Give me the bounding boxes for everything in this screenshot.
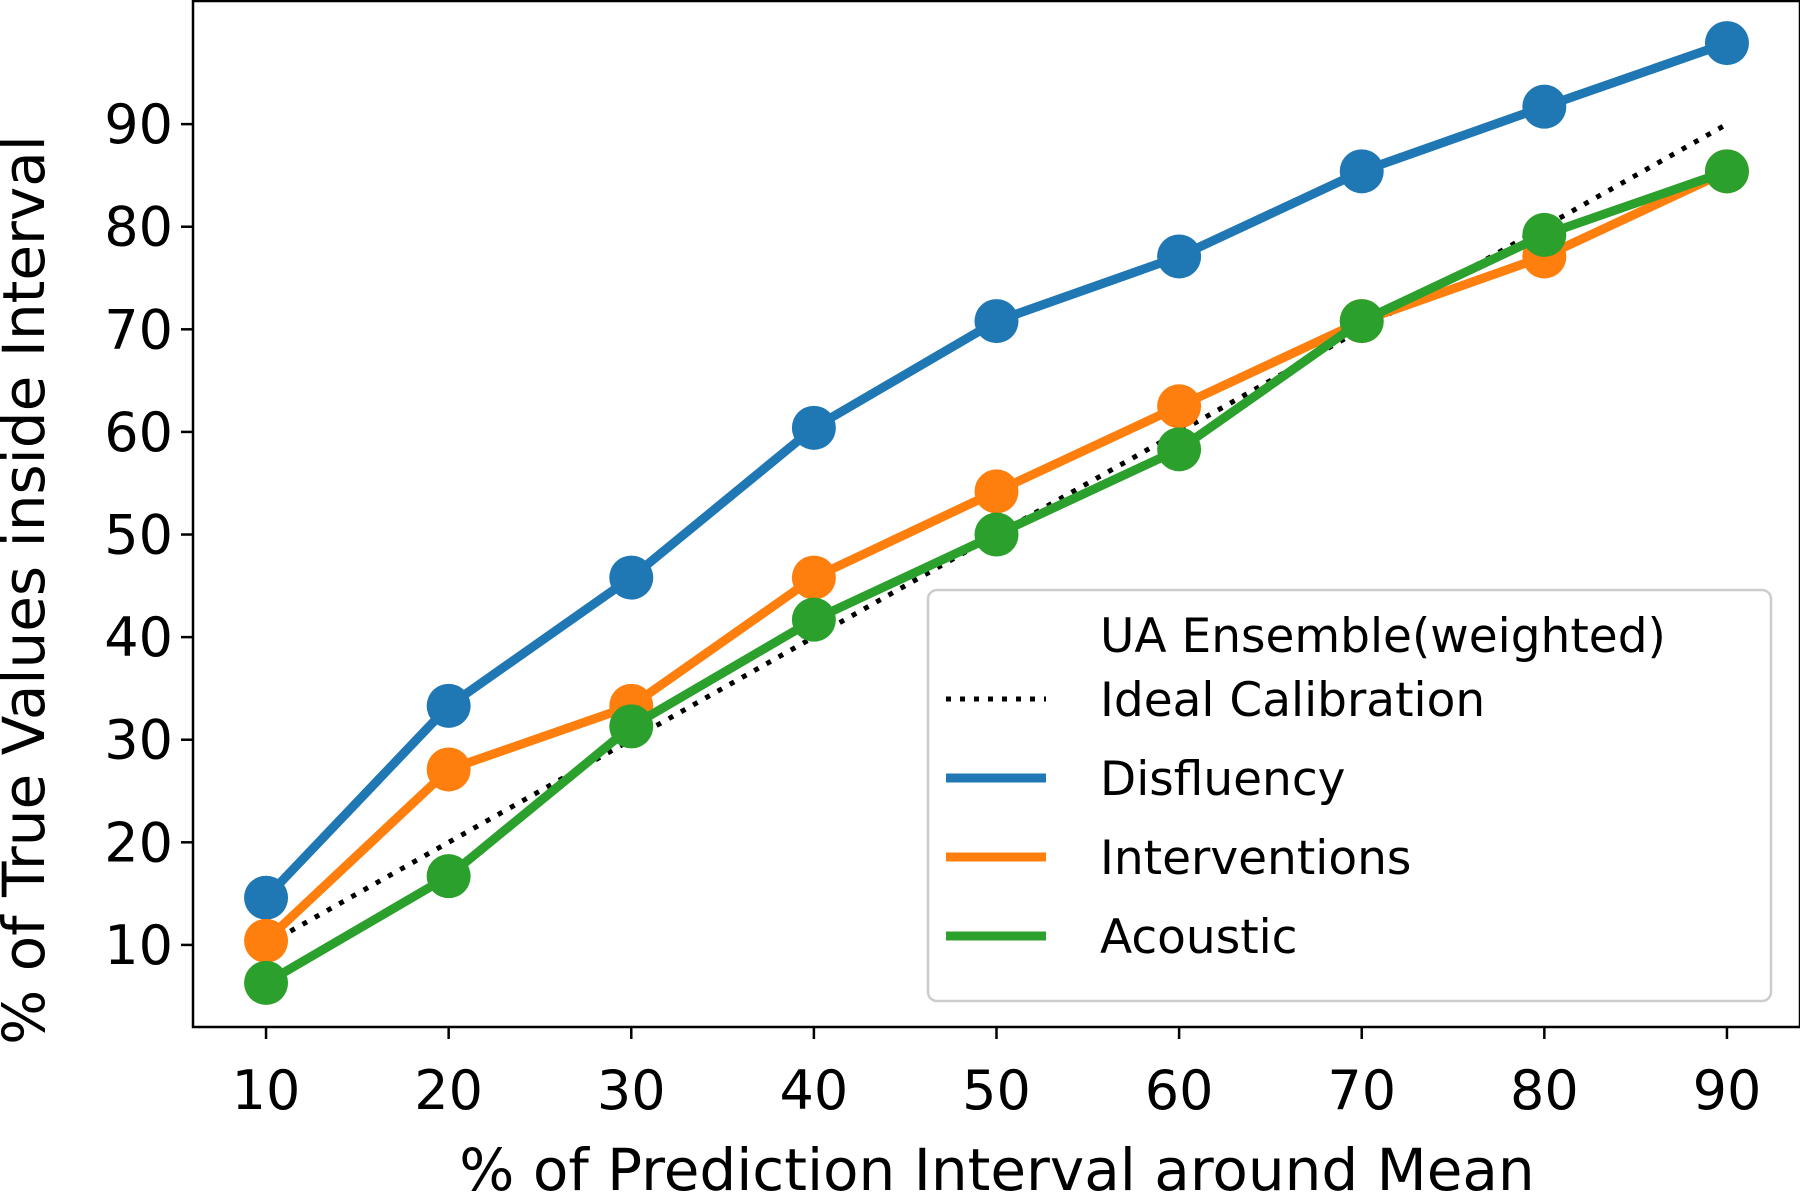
data-point-acoustic bbox=[1157, 427, 1202, 472]
y-tick-label: 90 bbox=[104, 93, 173, 156]
data-point-interventions bbox=[244, 918, 289, 963]
legend-item-disfluency: Disfluency bbox=[946, 752, 1346, 807]
data-point-disfluency bbox=[791, 405, 836, 450]
y-tick-label: 30 bbox=[104, 709, 173, 772]
legend-label-acoustic: Acoustic bbox=[1100, 910, 1298, 965]
y-tick-label: 80 bbox=[104, 196, 173, 259]
data-point-disfluency bbox=[1157, 234, 1202, 279]
data-point-acoustic bbox=[1339, 299, 1384, 344]
x-tick-label: 70 bbox=[1327, 1059, 1396, 1122]
legend-label-disfluency: Disfluency bbox=[1100, 752, 1346, 807]
legend-title: UA Ensemble(weighted) bbox=[1100, 609, 1666, 664]
data-point-acoustic bbox=[974, 512, 1019, 557]
legend-box bbox=[926, 588, 1773, 1003]
x-tick-label: 30 bbox=[597, 1059, 666, 1122]
x-tick-label: 10 bbox=[232, 1059, 301, 1122]
legend-item-interventions: Interventions bbox=[946, 831, 1411, 886]
data-point-disfluency bbox=[1522, 84, 1567, 129]
data-point-acoustic bbox=[1522, 212, 1567, 257]
data-point-disfluency bbox=[1339, 149, 1384, 194]
data-point-disfluency bbox=[974, 299, 1019, 344]
x-tick-label: 40 bbox=[780, 1059, 849, 1122]
x-tick-label: 80 bbox=[1510, 1059, 1579, 1122]
x-axis-ticks: 10 20 30 40 50 60 70 80 90 bbox=[232, 1027, 1762, 1122]
data-point-acoustic bbox=[244, 960, 289, 1005]
legend-item-acoustic: Acoustic bbox=[946, 910, 1298, 965]
legend-item-ideal-calibration: Ideal Calibration bbox=[946, 673, 1485, 728]
y-tick-label: 50 bbox=[104, 504, 173, 567]
y-tick-label: 10 bbox=[104, 914, 173, 977]
plot-area-frame bbox=[191, 0, 1800, 1029]
x-axis-label: % of Prediction Interval around Mean bbox=[459, 1136, 1534, 1200]
data-point-disfluency bbox=[609, 555, 654, 600]
data-point-acoustic bbox=[791, 597, 836, 642]
series-disfluency bbox=[244, 21, 1749, 920]
legend-label-interventions: Interventions bbox=[1100, 831, 1411, 886]
y-tick-label: 20 bbox=[104, 811, 173, 874]
data-point-disfluency bbox=[426, 683, 471, 728]
legend-items: Ideal Calibration Disfluency Interventions… bbox=[946, 673, 1485, 965]
legend: UA Ensemble(weighted) Ideal Calibration D… bbox=[926, 588, 1773, 1003]
series-layer bbox=[244, 21, 1749, 1005]
series-acoustic bbox=[244, 149, 1749, 1005]
data-point-interventions bbox=[974, 469, 1019, 514]
x-tick-label: 20 bbox=[414, 1059, 483, 1122]
data-point-acoustic bbox=[1704, 149, 1749, 194]
y-tick-label: 70 bbox=[104, 298, 173, 361]
data-point-disfluency bbox=[244, 875, 289, 920]
data-point-interventions bbox=[426, 747, 471, 792]
y-axis-label: % of True Values inside Interval bbox=[0, 135, 58, 1045]
data-point-disfluency bbox=[1704, 21, 1749, 66]
data-point-acoustic bbox=[609, 704, 654, 749]
x-tick-label: 90 bbox=[1693, 1059, 1762, 1122]
x-tick-label: 60 bbox=[1145, 1059, 1214, 1122]
data-point-interventions bbox=[791, 555, 836, 600]
x-tick-label: 50 bbox=[962, 1059, 1031, 1122]
data-point-interventions bbox=[1157, 384, 1202, 429]
y-tick-label: 60 bbox=[104, 401, 173, 464]
y-axis-ticks: 10 20 30 40 50 60 70 80 90 bbox=[104, 93, 193, 977]
legend-label-ideal-calibration: Ideal Calibration bbox=[1100, 673, 1485, 728]
data-point-acoustic bbox=[426, 854, 471, 899]
y-tick-label: 40 bbox=[104, 606, 173, 669]
